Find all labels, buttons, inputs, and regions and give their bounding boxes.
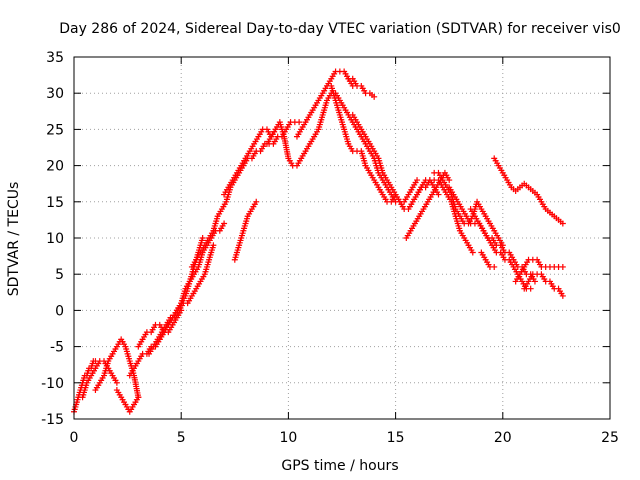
series-arc22 bbox=[467, 206, 534, 292]
data-point bbox=[221, 220, 228, 227]
series-arc2 bbox=[79, 358, 120, 401]
y-tick-label: 35 bbox=[46, 50, 64, 66]
y-tick-label: 15 bbox=[46, 195, 64, 211]
y-tick-label: 20 bbox=[46, 159, 64, 175]
y-tick-label: -5 bbox=[50, 340, 64, 356]
series-arc4 bbox=[113, 387, 142, 415]
y-tick-label: 0 bbox=[55, 303, 64, 319]
y-tick-label: 10 bbox=[46, 231, 64, 247]
data-point bbox=[469, 249, 476, 256]
grid-lines bbox=[74, 57, 610, 419]
series-arc11 bbox=[231, 198, 260, 263]
series-arc19 bbox=[414, 177, 476, 256]
data-point bbox=[559, 220, 566, 227]
series-arc18 bbox=[403, 169, 453, 241]
data-point bbox=[491, 263, 498, 270]
y-tick-label: -15 bbox=[41, 412, 64, 428]
data-point bbox=[253, 198, 260, 205]
axis-ticks bbox=[73, 56, 611, 420]
y-tick-label: 5 bbox=[55, 267, 64, 283]
data-point bbox=[296, 119, 303, 126]
y-axis-label: SDTVAR / TECUs bbox=[6, 182, 22, 297]
chart-title: Day 286 of 2024, Sidereal Day-to-day VTE… bbox=[59, 21, 621, 37]
y-tick-label: -10 bbox=[41, 376, 64, 392]
data-point bbox=[559, 263, 566, 270]
series-arc25 bbox=[521, 271, 566, 299]
series-arc14 bbox=[323, 82, 399, 205]
x-tick-label: 5 bbox=[177, 430, 186, 446]
data-points bbox=[71, 68, 566, 415]
y-tick-label: 25 bbox=[46, 122, 64, 138]
series-arc24 bbox=[512, 256, 566, 285]
x-tick-label: 25 bbox=[601, 430, 619, 446]
data-point bbox=[414, 177, 421, 184]
data-point bbox=[135, 394, 142, 401]
data-point bbox=[559, 292, 566, 299]
series-arc26 bbox=[491, 155, 566, 227]
x-tick-label: 20 bbox=[494, 430, 512, 446]
data-point bbox=[527, 285, 534, 292]
data-point bbox=[210, 242, 217, 249]
series-arc7 bbox=[146, 242, 217, 357]
data-point bbox=[446, 177, 453, 184]
y-tick-label: 30 bbox=[46, 86, 64, 102]
x-axis-label: GPS time / hours bbox=[281, 458, 398, 474]
series-arc12 bbox=[263, 90, 335, 169]
x-tick-label: 0 bbox=[70, 430, 79, 446]
series-arc23 bbox=[478, 249, 498, 270]
x-tick-label: 15 bbox=[387, 430, 405, 446]
data-point bbox=[371, 93, 378, 100]
data-point bbox=[531, 278, 538, 285]
series-arc1 bbox=[71, 358, 99, 415]
series-arc8 bbox=[156, 220, 228, 343]
data-point bbox=[199, 235, 206, 241]
x-tick-label: 10 bbox=[279, 430, 297, 446]
data-point bbox=[435, 191, 442, 198]
series-arc16 bbox=[345, 75, 378, 100]
tick-labels: 0 5 10 15 20 25 -15 -10 -5 0 5 10 15 20 25 30 35 bbox=[41, 50, 619, 446]
data-point bbox=[113, 379, 120, 386]
